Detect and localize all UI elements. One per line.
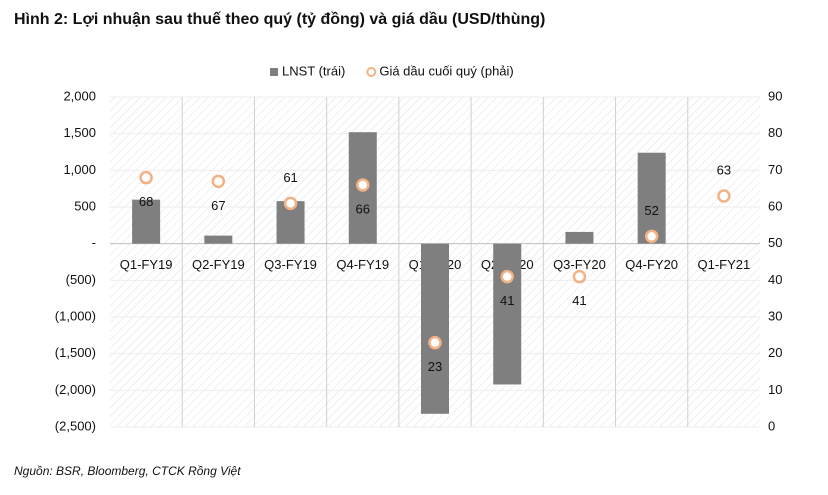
- marker: [139, 170, 153, 185]
- data-label: 61: [283, 170, 297, 185]
- y-tick-label: -: [92, 235, 96, 250]
- marker: [644, 229, 659, 244]
- chart-title: Hình 2: Lợi nhuận sau thuế theo quý (tỷ …: [14, 11, 545, 28]
- y-tick-label: (1,000): [55, 308, 96, 323]
- x-tick-label: Q2-FY19: [192, 257, 245, 272]
- y-tick-label: 1,000: [63, 162, 96, 177]
- x-tick-label: Q4-FY20: [625, 257, 678, 272]
- x-tick-label: Q3-FY19: [264, 257, 317, 272]
- data-label: 68: [139, 194, 153, 209]
- y2-tick-label: 40: [768, 272, 782, 287]
- data-label: 23: [428, 359, 442, 374]
- data-label: 66: [356, 201, 370, 216]
- y-tick-label: 1,500: [63, 125, 96, 140]
- y2-tick-label: 0: [768, 418, 775, 433]
- y2-tick-label: 50: [768, 235, 782, 250]
- data-label: 41: [500, 293, 514, 308]
- y-tick-label: 500: [74, 198, 96, 213]
- bar: [565, 231, 594, 244]
- source: Nguồn: BSR, Bloomberg, CTCK Rồng Việt: [14, 464, 241, 478]
- y2-tick-label: 80: [768, 125, 782, 140]
- data-label: 52: [644, 203, 658, 218]
- x-tick-label: Q1-FY19: [120, 257, 173, 272]
- y-tick-label: (500): [66, 272, 96, 287]
- legend-swatch: [366, 67, 377, 77]
- y-tick-label: (1,500): [55, 345, 96, 360]
- marker: [283, 196, 298, 211]
- data-label: 67: [211, 198, 225, 213]
- bar: [132, 199, 161, 244]
- marker: [717, 189, 731, 203]
- y2-tick-label: 70: [768, 162, 782, 177]
- marker: [572, 269, 587, 284]
- marker: [428, 335, 442, 350]
- data-label: 63: [717, 162, 731, 177]
- legend-swatch: [270, 68, 278, 76]
- bar: [493, 243, 522, 385]
- y-tick-label: (2,500): [55, 418, 96, 433]
- x-tick-label: Q1-FY21: [698, 257, 751, 272]
- bar: [204, 235, 233, 244]
- y2-tick-label: 90: [768, 88, 782, 103]
- marker: [211, 174, 226, 189]
- marker: [500, 269, 514, 284]
- data-label: 41: [572, 293, 586, 308]
- y-tick-label: 2,000: [63, 88, 96, 103]
- y-tick-label: (2,000): [55, 382, 96, 397]
- y2-tick-label: 10: [768, 382, 782, 397]
- legend-label: LNST (trái): [282, 63, 345, 78]
- x-tick-label: Q4-FY19: [336, 257, 389, 272]
- x-tick-label: Q3-FY20: [553, 257, 606, 272]
- bar: [637, 152, 666, 244]
- marker: [356, 178, 370, 192]
- y2-tick-label: 30: [768, 308, 782, 323]
- legend-label: Giá dầu cuối quý (phải): [379, 63, 513, 78]
- y2-tick-label: 20: [768, 345, 782, 360]
- bar: [421, 243, 449, 414]
- y2-tick-label: 60: [768, 198, 782, 213]
